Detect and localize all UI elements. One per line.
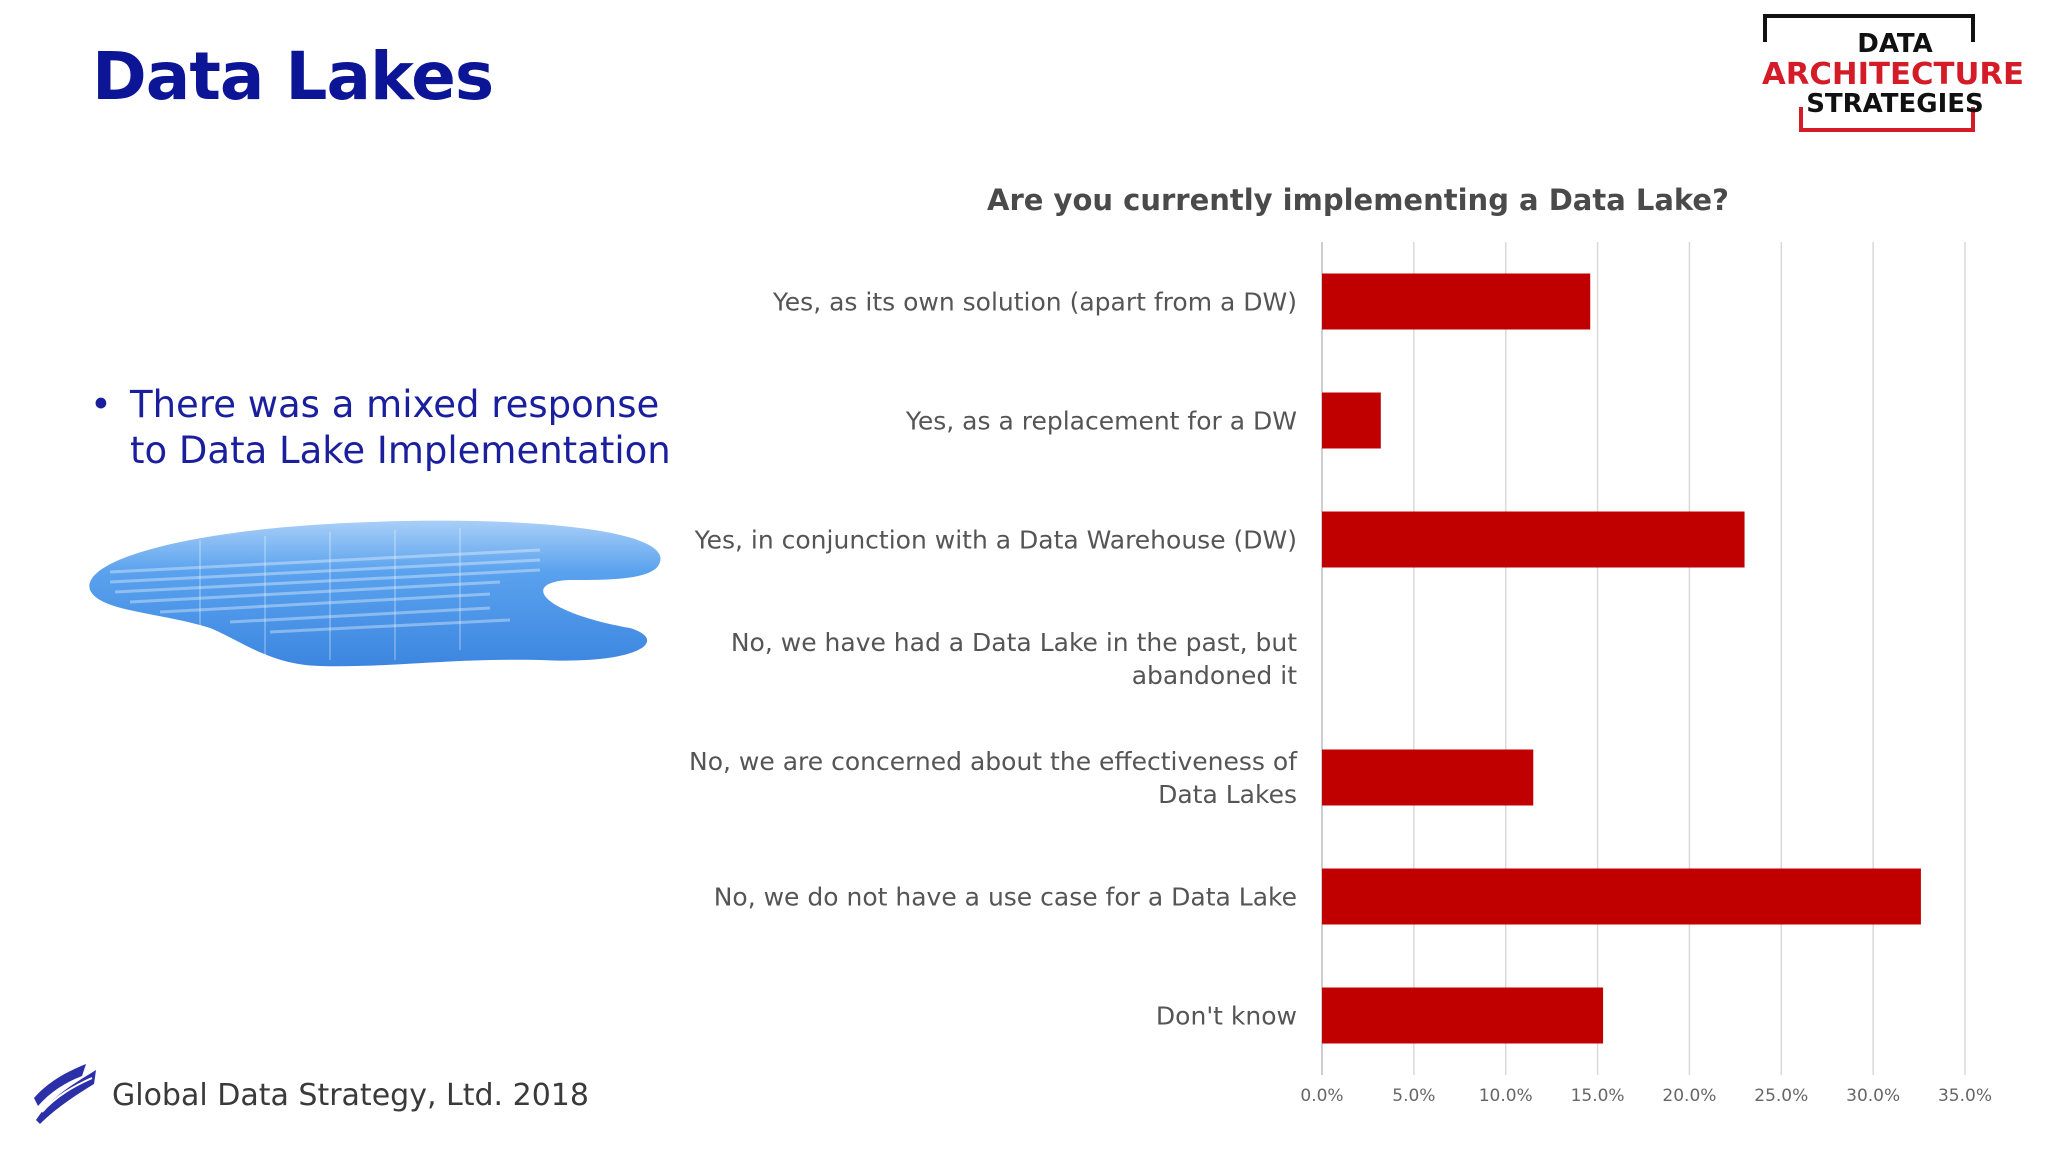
bullet-dot: • [90, 383, 112, 426]
x-tick-label: 30.0% [1846, 1086, 1900, 1106]
x-tick-label: 10.0% [1479, 1086, 1533, 1106]
category-label: Don't know [1156, 1002, 1297, 1031]
global-data-strategy-logo [30, 1058, 102, 1134]
data-lake-illustration [70, 500, 670, 684]
bar [1322, 987, 1604, 1044]
category-label: Yes, in conjunction with a Data Warehous… [694, 526, 1297, 555]
category-label: No, we do not have a use case for a Data… [714, 883, 1297, 912]
category-label: Data Lakes [1158, 780, 1297, 809]
bar [1322, 511, 1745, 568]
x-tick-label: 25.0% [1754, 1086, 1808, 1106]
bullet-text: There was a mixed response to Data Lake … [130, 383, 671, 472]
x-tick-label: 15.0% [1571, 1086, 1625, 1106]
x-tick-label: 35.0% [1938, 1086, 1992, 1106]
badge-line2: ARCHITECTURE [1762, 57, 2024, 92]
badge-line3: STRATEGIES [1806, 89, 1984, 119]
x-tick-label: 5.0% [1392, 1086, 1435, 1106]
category-label: Yes, as a replacement for a DW [905, 407, 1297, 436]
bar [1322, 749, 1534, 806]
bar [1322, 273, 1591, 330]
x-tick-label: 0.0% [1300, 1086, 1343, 1106]
category-label: Yes, as its own solution (apart from a D… [772, 288, 1297, 317]
bar [1322, 868, 1921, 925]
chart-title: Are you currently implementing a Data La… [987, 183, 1729, 217]
footer-copyright: Global Data Strategy, Ltd. 2018 [112, 1078, 589, 1113]
category-label: No, we have had a Data Lake in the past,… [731, 628, 1297, 657]
bar [1322, 392, 1381, 449]
category-label: abandoned it [1132, 661, 1298, 690]
data-architecture-strategies-logo: DATA ARCHITECTURE STRATEGIES [1755, 12, 2027, 134]
bullet-point: • There was a mixed response to Data Lak… [90, 382, 690, 474]
x-tick-label: 20.0% [1662, 1086, 1716, 1106]
slide-title: Data Lakes [92, 38, 494, 115]
badge-line1: DATA [1857, 29, 1933, 59]
category-label: No, we are concerned about the effective… [689, 747, 1298, 776]
